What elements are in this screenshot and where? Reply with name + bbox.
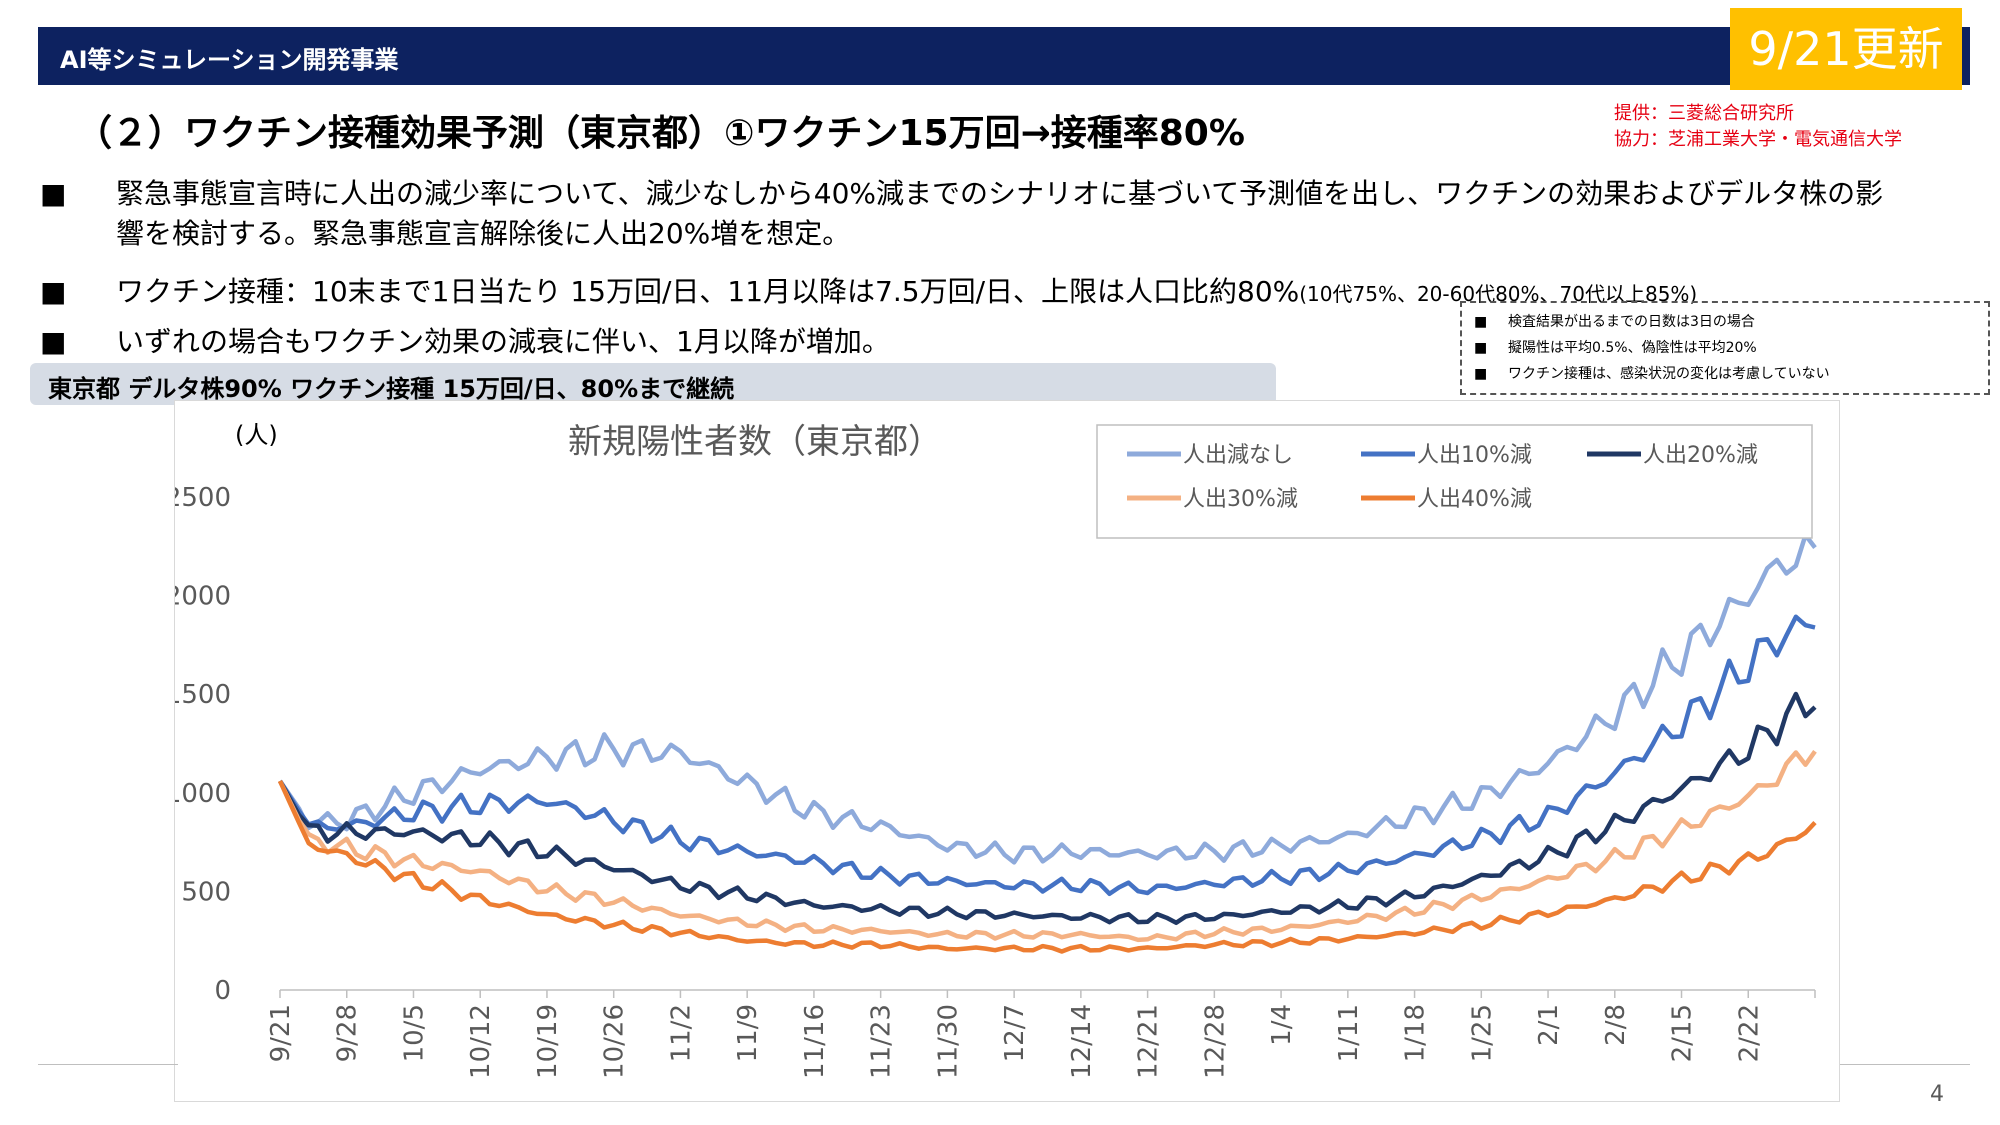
line-chart: 新規陽性者数（東京都） (人) 0 500 1000 1500 2000 2500 9/2… <box>165 421 1817 1079</box>
y-tick-label: 500 <box>181 877 231 907</box>
x-tick-label: 1/11 <box>1334 1004 1364 1062</box>
x-tick-label: 11/2 <box>666 1004 696 1062</box>
legend-label: 人出30%減 <box>1183 487 1298 512</box>
x-axis: 9/21 9/28 10/5 10/12 10/19 10/26 11/2 11/9 11/16… <box>266 989 1816 1079</box>
bullet-item-2: ■ ワクチン接種：10末まで1日当たり 15万回/日、11月以降は7.5万回/日… <box>40 272 1940 312</box>
legend-item-4[interactable]: 人出30%減 <box>1127 487 1298 512</box>
series-line-4 <box>277 749 1817 943</box>
bullet-item-1: ■ 緊急事態宣言時に人出の減少率について、減少なしから40%減までのシナリオに基… <box>40 174 1940 254</box>
series-line-2 <box>278 614 1816 897</box>
x-tick-label: 12/14 <box>1067 1004 1097 1079</box>
footer-divider <box>38 1064 178 1065</box>
y-tick-label: 2000 <box>175 582 231 612</box>
legend-label: 人出20%減 <box>1643 443 1758 468</box>
x-tick-label: 2/8 <box>1601 1004 1631 1046</box>
series-line-5 <box>277 780 1817 954</box>
y-tick-label: 0 <box>214 976 231 1006</box>
credit-provider: 提供：三菱総合研究所 <box>1614 103 1794 124</box>
bullet-text-1-line-2: 響を検討する。緊急事態宣言解除後に人出20%増を想定。 <box>116 217 851 250</box>
assumption-notes-box: ■ 検査結果が出るまでの日数は3日の場合 ■ 擬陽性は平均0.5%、偽陰性は平均20… <box>1460 301 1990 395</box>
x-tick-label: 12/21 <box>1134 1004 1164 1079</box>
update-badge: 9/21更新 <box>1730 8 1962 90</box>
bullet-square-icon: ■ <box>40 177 67 210</box>
legend-item-1[interactable]: 人出減なし <box>1127 443 1293 468</box>
bullet-text-3: いずれの場合もワクチン効果の減衰に伴い、1月以降が増加。 <box>116 325 890 358</box>
slide-title: （２）ワクチン接種効果予測（東京都）①ワクチン15万回→接種率80% <box>76 113 1245 154</box>
x-tick-label: 10/26 <box>600 1004 630 1079</box>
x-tick-label: 10/12 <box>466 1004 496 1079</box>
legend-label: 人出減なし <box>1183 443 1293 468</box>
legend-item-3[interactable]: 人出20%減 <box>1587 443 1758 468</box>
legend-label: 人出40%減 <box>1417 487 1532 512</box>
note-text: 擬陽性は平均0.5%、偽陰性は平均20% <box>1508 340 1757 356</box>
x-tick-label: 10/19 <box>533 1004 563 1079</box>
x-tick-label: 11/23 <box>867 1004 897 1079</box>
x-tick-label: 10/5 <box>399 1004 429 1062</box>
y-tick-label: 2500 <box>175 483 231 513</box>
note-square-icon: ■ <box>1474 366 1488 382</box>
y-tick-label: 1500 <box>175 680 231 710</box>
note-text: ワクチン接種は、感染状況の変化は考慮していない <box>1508 366 1830 382</box>
x-tick-label: 1/4 <box>1267 1004 1297 1046</box>
series-layer <box>277 532 1817 954</box>
legend-frame <box>1096 424 1813 539</box>
legend-item-5[interactable]: 人出40%減 <box>1361 487 1532 512</box>
note-square-icon: ■ <box>1474 314 1488 330</box>
scenario-label: 東京都 デルタ株90% ワクチン接種 15万回/日、80%まで継続 <box>48 375 735 403</box>
x-tick-label: 2/22 <box>1734 1004 1764 1062</box>
credit-cooperation: 協力：芝浦工業大学・電気通信大学 <box>1614 129 1902 150</box>
x-tick-label: 2/1 <box>1534 1004 1564 1046</box>
bullet-item-3: ■ いずれの場合もワクチン効果の減衰に伴い、1月以降が増加。 <box>40 322 1040 362</box>
note-text: 検査結果が出るまでの日数は3日の場合 <box>1508 314 1755 330</box>
note-row: ■ 擬陽性は平均0.5%、偽陰性は平均20% <box>1474 335 1976 361</box>
y-axis-unit-label: (人) <box>235 421 278 449</box>
x-tick-label: 11/30 <box>933 1004 963 1079</box>
bullet-text-1-line-1: 緊急事態宣言時に人出の減少率について、減少なしから40%減までのシナリオに基づい… <box>116 177 1884 210</box>
chart-container: 新規陽性者数（東京都） (人) 0 500 1000 1500 2000 2500 9/2… <box>165 400 1840 1102</box>
scenario-bar <box>30 363 1276 405</box>
note-row: ■ 検査結果が出るまでの日数は3日の場合 <box>1474 309 1976 335</box>
bullet-text-1: 緊急事態宣言時に人出の減少率について、減少なしから40%減までのシナリオに基づい… <box>116 174 1883 254</box>
bullet-square-icon: ■ <box>40 275 67 308</box>
note-row: ■ ワクチン接種は、感染状況の変化は考慮していない <box>1474 361 1976 387</box>
chart-title: 新規陽性者数（東京都） <box>568 422 942 462</box>
note-square-icon: ■ <box>1474 340 1488 356</box>
legend-item-2[interactable]: 人出10%減 <box>1361 443 1532 468</box>
y-tick-label: 1000 <box>175 779 231 809</box>
x-tick-label: 9/21 <box>266 1004 296 1062</box>
x-tick-label: 1/18 <box>1401 1004 1431 1062</box>
x-tick-label: 11/9 <box>733 1004 763 1062</box>
y-axis: 0 500 1000 1500 2000 2500 <box>165 483 231 1006</box>
series-line-1 <box>278 532 1817 865</box>
bullet-text-2: ワクチン接種：10末まで1日当たり 15万回/日、11月以降は7.5万回/日、上… <box>116 272 1697 314</box>
footer-divider <box>1840 1064 1970 1065</box>
bullet-square-icon: ■ <box>40 325 67 358</box>
series-line-3 <box>278 691 1817 926</box>
x-tick-label: 12/7 <box>1000 1004 1030 1062</box>
x-tick-label: 9/28 <box>333 1004 363 1062</box>
x-tick-label: 1/25 <box>1467 1004 1497 1062</box>
bullet-text-2-main: ワクチン接種：10末まで1日当たり 15万回/日、11月以降は7.5万回/日、上… <box>116 275 1300 308</box>
x-tick-label: 2/15 <box>1668 1004 1698 1062</box>
header-bar <box>38 27 1970 85</box>
x-tick-label: 12/28 <box>1200 1004 1230 1079</box>
header-title: AI等シミュレーション開発事業 <box>60 46 399 74</box>
page-number: 4 <box>1930 1082 1944 1107</box>
x-tick-label: 11/16 <box>800 1004 830 1079</box>
legend-label: 人出10%減 <box>1417 443 1532 468</box>
